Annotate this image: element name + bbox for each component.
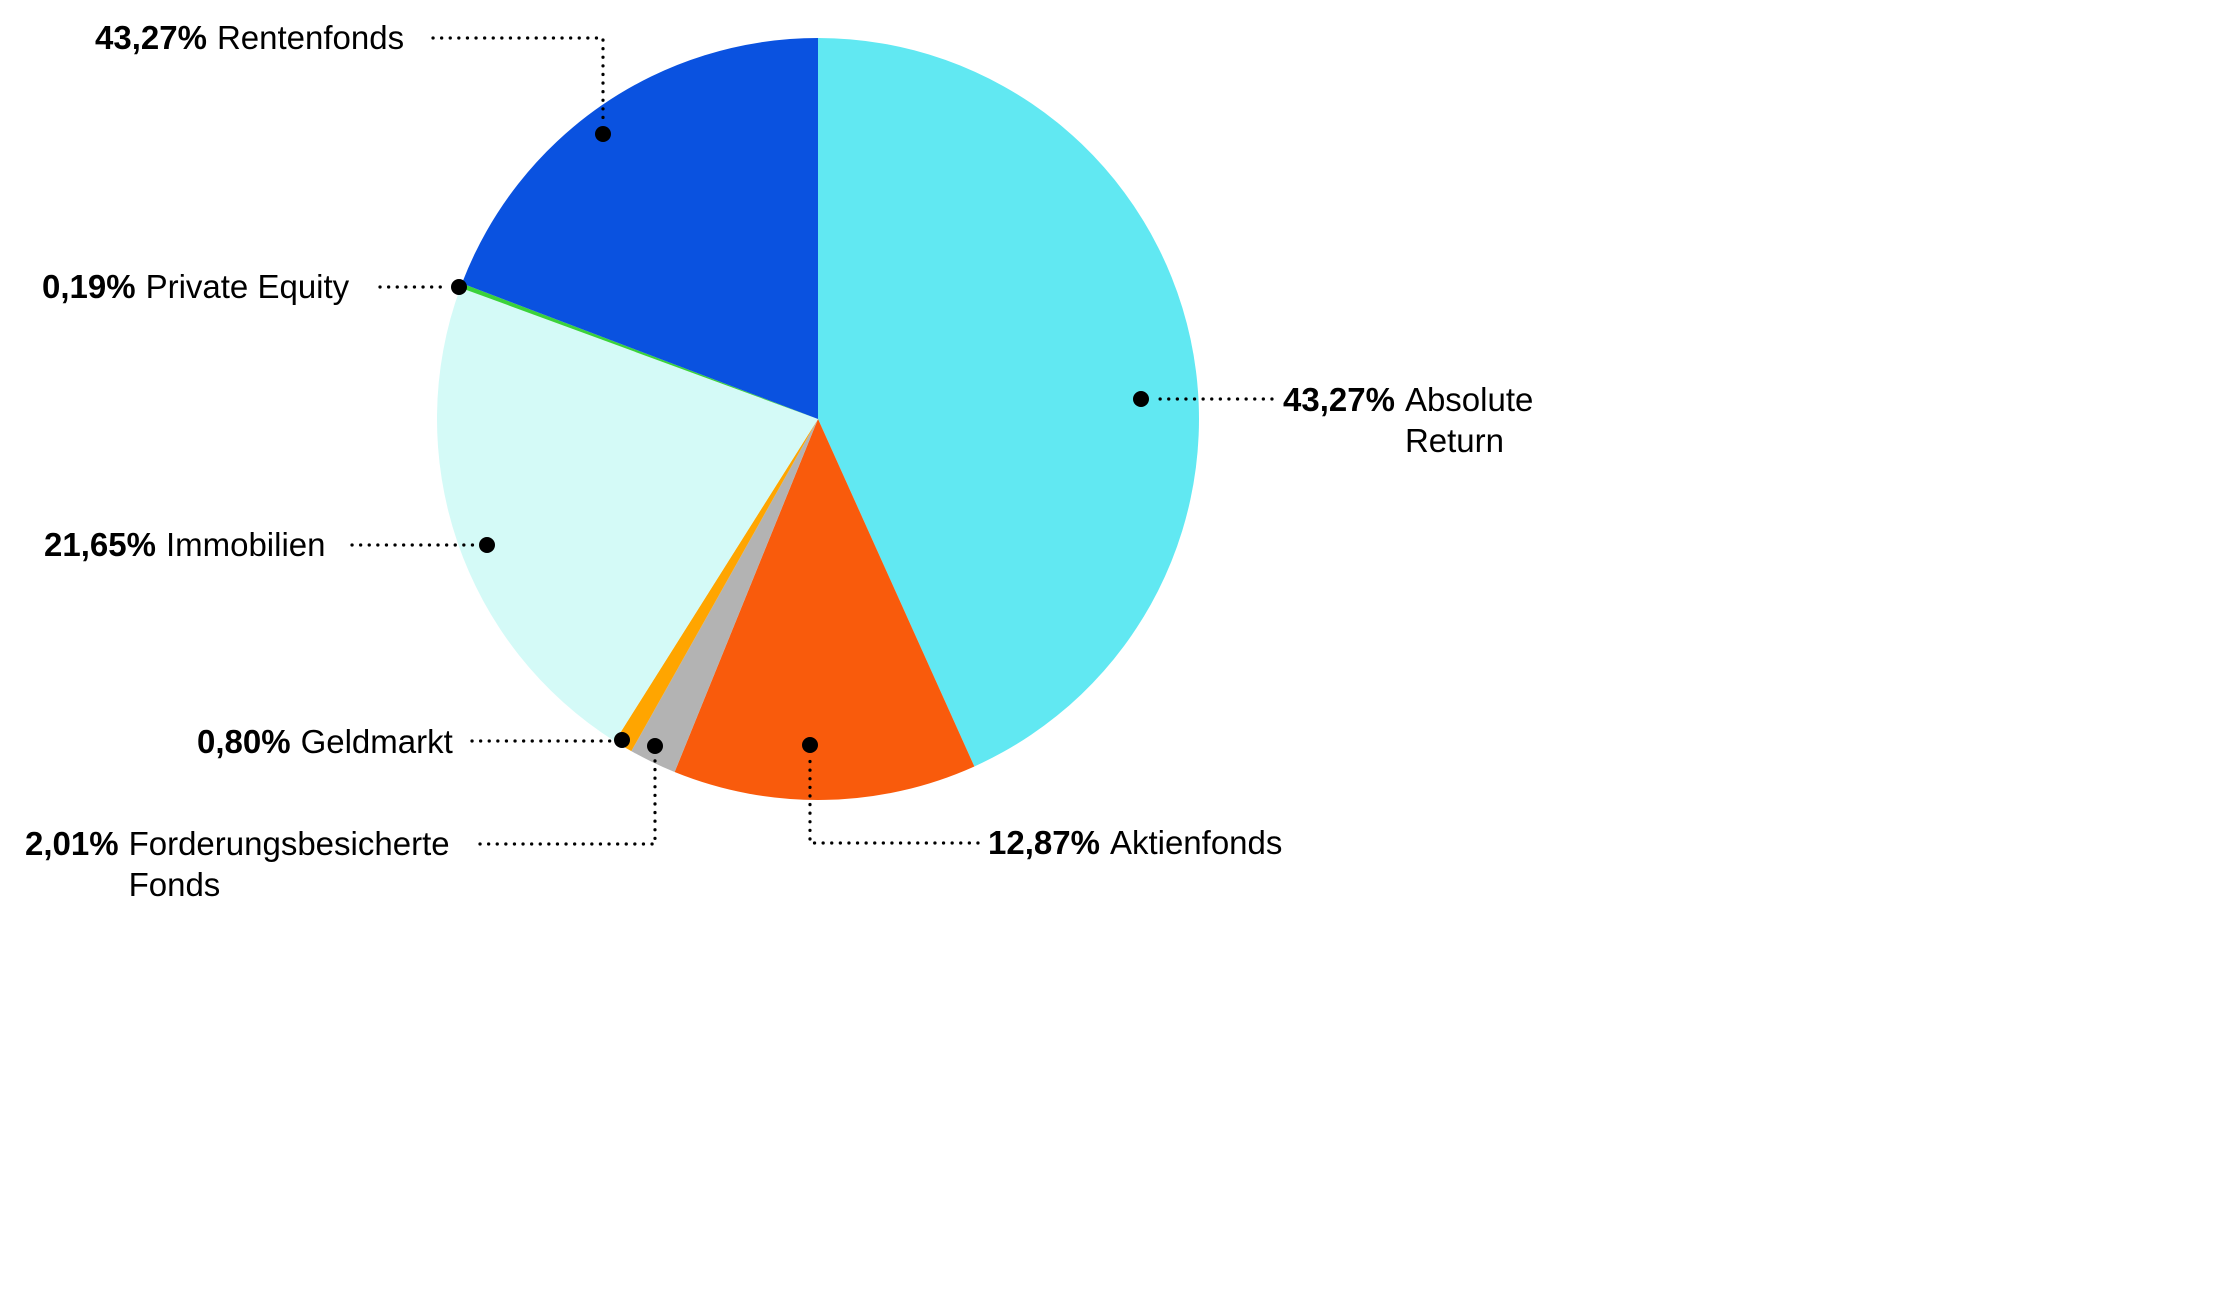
leader-dot-private-equity	[451, 279, 467, 295]
label-rentenfonds-pct: 43,27%	[95, 19, 207, 56]
label-private-equity: 0,19% Private Equity	[42, 266, 349, 307]
leader-line-rentenfonds	[431, 36, 605, 126]
label-aktienfonds-name: Aktienfonds	[1109, 824, 1283, 861]
label-forderungsbesicherte-fonds-name: Forderungsbesicherte Fonds	[128, 825, 450, 903]
label-private-equity-name: Private Equity	[145, 268, 350, 305]
pie-slice-aktienfonds	[674, 419, 975, 801]
label-absolute-return: 43,27% Absolute Return	[1283, 379, 1557, 461]
label-immobilien-pct: 21,65%	[44, 526, 156, 563]
label-geldmarkt-name: Geldmarkt	[300, 723, 453, 760]
label-immobilien-name: Immobilien	[165, 526, 326, 563]
label-geldmarkt: 0,80% Geldmarkt	[197, 721, 453, 762]
leader-dot-geldmarkt	[614, 732, 630, 748]
leader-dot-forderungsbesicherte-fonds	[647, 738, 663, 754]
pie-slice-rentenfonds	[461, 38, 818, 419]
label-absolute-return-pct: 43,27%	[1283, 381, 1395, 418]
label-rentenfonds: 43,27% Rentenfonds	[95, 17, 404, 58]
leader-dot-immobilien	[479, 537, 495, 553]
leader-dot-rentenfonds	[595, 126, 611, 142]
label-rentenfonds-name: Rentenfonds	[216, 19, 405, 56]
pie-slice-immobilien	[436, 287, 818, 742]
label-forderungsbesicherte-fonds-pct: 2,01%	[25, 825, 119, 862]
pie-slice-absolute-return	[818, 38, 1199, 767]
label-aktienfonds: 12,87% Aktienfonds	[988, 822, 1282, 863]
leader-line-forderungsbesicherte-fonds	[478, 754, 657, 846]
label-geldmarkt-pct: 0,80%	[197, 723, 291, 760]
label-absolute-return-name: Absolute Return	[1404, 381, 1534, 459]
pie-slice-private-equity	[460, 283, 818, 419]
label-private-equity-pct: 0,19%	[42, 268, 136, 305]
leader-dot-absolute-return	[1133, 391, 1149, 407]
pie-slice-geldmarkt	[614, 419, 818, 752]
label-forderungsbesicherte-fonds: 2,01% Forderungsbesicherte Fonds	[25, 823, 501, 905]
label-aktienfonds-pct: 12,87%	[988, 824, 1100, 861]
label-immobilien: 21,65% Immobilien	[44, 524, 326, 565]
pie-slice-forderungsbesicherte-fonds	[631, 419, 818, 772]
leader-dot-aktienfonds	[802, 737, 818, 753]
